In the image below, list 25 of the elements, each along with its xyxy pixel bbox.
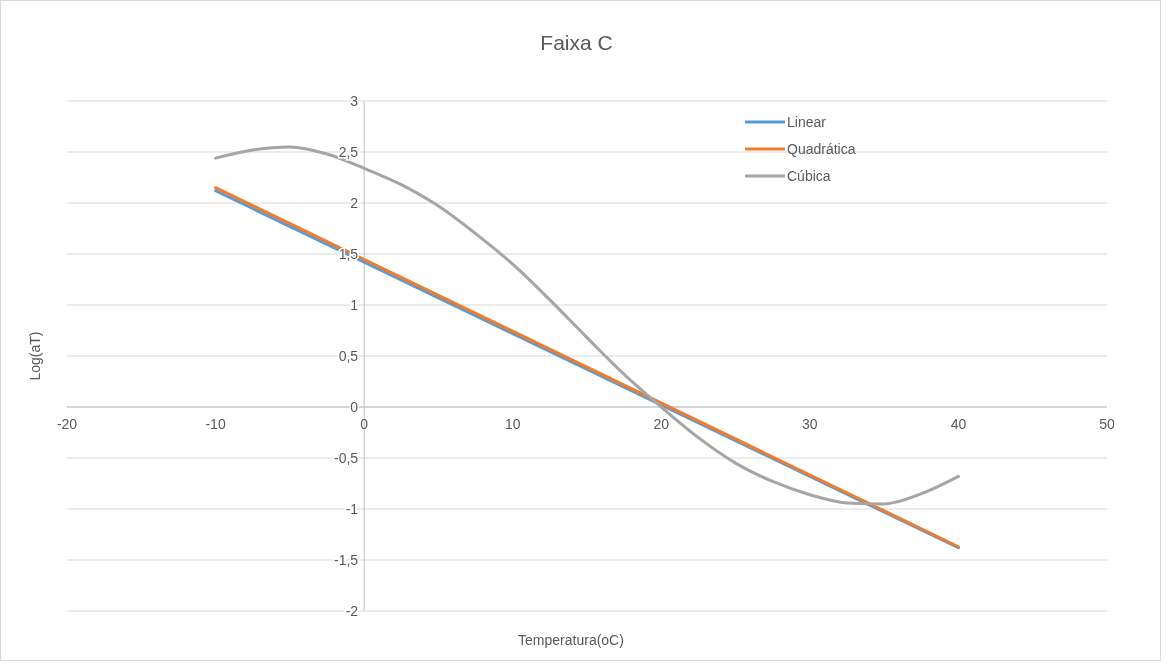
x-tick-label: -20 (56, 416, 78, 432)
y-tick-label: -1,5 (334, 552, 359, 568)
x-tick-label: 40 (950, 416, 967, 432)
y-tick-label: -1 (345, 501, 359, 517)
y-tick-label: 1 (350, 297, 359, 313)
y-tick-label: -2 (345, 603, 359, 619)
y-tick-label: -0,5 (334, 450, 359, 466)
x-tick-label: 10 (504, 416, 521, 432)
y-tick-label: 1,5 (338, 246, 359, 262)
y-axis-title: Log(aT) (27, 331, 43, 381)
legend-label: Quadrática (787, 141, 856, 157)
y-tick-label: 0,5 (338, 348, 359, 364)
y-tick-label: 2 (350, 195, 359, 211)
legend-label: Linear (787, 114, 827, 130)
y-tick-label: 3 (350, 93, 359, 109)
y-tick-label: 2,5 (338, 144, 359, 160)
x-tick-label: 50 (1099, 416, 1115, 432)
x-tick-label: -10 (205, 416, 226, 432)
x-tick-label: 20 (653, 416, 670, 432)
x-axis-title: Temperatura(oC) (518, 632, 624, 648)
y-tick-label: 0 (350, 399, 359, 415)
x-tick-label: 30 (802, 416, 818, 432)
chart-title: Faixa C (540, 31, 613, 54)
x-tick-label: 0 (360, 416, 369, 432)
legend-label: Cúbica (787, 168, 831, 184)
